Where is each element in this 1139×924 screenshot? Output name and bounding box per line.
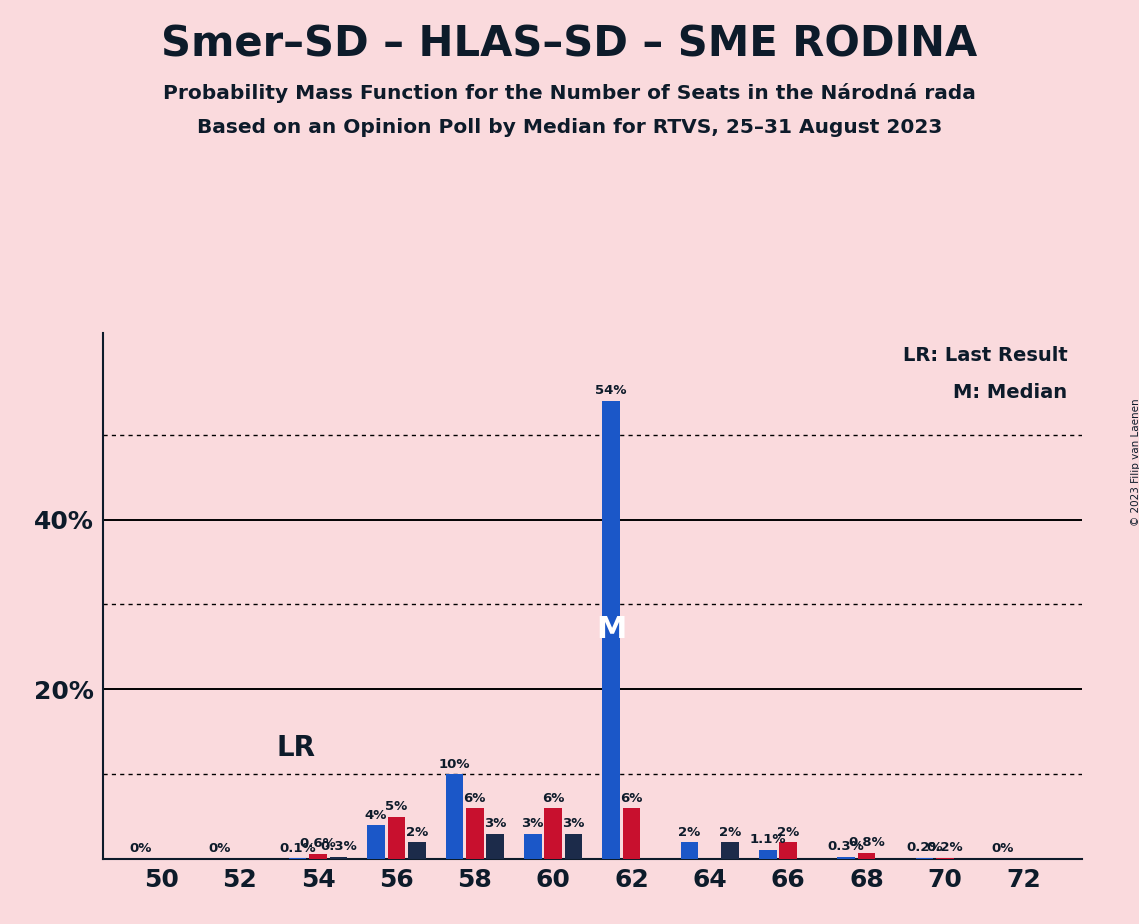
Bar — [837, 857, 855, 859]
Text: 6%: 6% — [542, 792, 564, 805]
Text: 0.3%: 0.3% — [320, 840, 357, 853]
Text: LR: LR — [277, 734, 316, 761]
Text: 6%: 6% — [621, 792, 642, 805]
Bar — [936, 857, 953, 859]
Text: 6%: 6% — [464, 792, 486, 805]
Bar — [387, 817, 405, 859]
Text: 0%: 0% — [208, 843, 230, 856]
Text: 3%: 3% — [563, 817, 584, 830]
Bar — [466, 808, 484, 859]
Text: 5%: 5% — [385, 800, 408, 813]
Text: 0.8%: 0.8% — [849, 835, 885, 849]
Text: 0.2%: 0.2% — [907, 841, 943, 854]
Bar — [309, 854, 327, 859]
Bar — [916, 857, 933, 859]
Text: 54%: 54% — [596, 383, 626, 396]
Text: 0.2%: 0.2% — [927, 841, 964, 854]
Bar — [329, 857, 347, 859]
Text: 2%: 2% — [679, 825, 700, 838]
Text: 0%: 0% — [130, 843, 153, 856]
Text: 1.1%: 1.1% — [749, 833, 786, 846]
Text: 3%: 3% — [484, 817, 507, 830]
Text: 4%: 4% — [364, 808, 387, 821]
Text: 2%: 2% — [777, 825, 800, 838]
Bar — [565, 833, 582, 859]
Text: 3%: 3% — [522, 817, 544, 830]
Text: © 2023 Filip van Laenen: © 2023 Filip van Laenen — [1131, 398, 1139, 526]
Text: 0.3%: 0.3% — [828, 840, 865, 853]
Text: Based on an Opinion Poll by Median for RTVS, 25–31 August 2023: Based on an Opinion Poll by Median for R… — [197, 118, 942, 138]
Bar — [759, 850, 777, 859]
Text: 0.6%: 0.6% — [300, 837, 336, 850]
Text: 10%: 10% — [439, 758, 470, 771]
Bar — [408, 843, 426, 859]
Bar — [445, 774, 464, 859]
Bar — [858, 853, 876, 859]
Text: LR: Last Result: LR: Last Result — [902, 346, 1067, 365]
Bar — [721, 843, 739, 859]
Text: Probability Mass Function for the Number of Seats in the Národná rada: Probability Mass Function for the Number… — [163, 83, 976, 103]
Text: M: Median: M: Median — [953, 383, 1067, 402]
Text: 0%: 0% — [992, 843, 1014, 856]
Text: M: M — [596, 615, 626, 644]
Bar — [367, 825, 385, 859]
Bar — [544, 808, 562, 859]
Bar — [779, 843, 797, 859]
Bar — [681, 843, 698, 859]
Bar — [603, 401, 620, 859]
Bar — [524, 833, 541, 859]
Text: Smer–SD – HLAS–SD – SME RODINA: Smer–SD – HLAS–SD – SME RODINA — [162, 23, 977, 65]
Bar — [486, 833, 503, 859]
Text: 2%: 2% — [719, 825, 741, 838]
Text: 2%: 2% — [405, 825, 428, 838]
Bar — [623, 808, 640, 859]
Text: 0.1%: 0.1% — [279, 842, 316, 855]
